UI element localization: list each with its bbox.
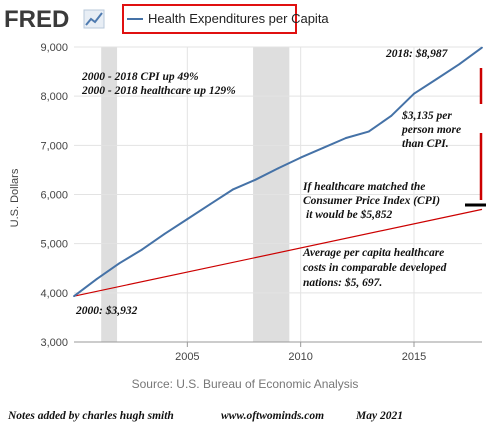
y-tick-label: 7,000 — [40, 140, 68, 152]
x-tick-label: 2005 — [175, 351, 199, 363]
y-tick-label: 4,000 — [40, 288, 68, 300]
data-point — [186, 218, 189, 220]
y-tick-label: 9,000 — [40, 42, 68, 54]
cpi-match-line1: If healthcare matched the — [302, 181, 425, 193]
data-point — [345, 137, 347, 139]
annotations: 2000 - 2018 CPI up 49% 2000 - 2018 healt… — [75, 47, 461, 317]
diff-note-line3: than CPI. — [402, 138, 449, 150]
diff-note-line1: $3,135 per — [401, 109, 452, 122]
footer: Notes added by charles hugh smith www.of… — [7, 410, 403, 422]
footer-site: www.oftwominds.com — [221, 410, 324, 422]
start-value-label: 2000: $3,932 — [75, 304, 138, 317]
data-point — [95, 278, 98, 280]
data-point — [209, 203, 211, 206]
y-axis-label: U.S. Dollars — [9, 168, 21, 227]
plot-area: 3,000 4,000 5,000 6,000 7,000 8,000 9,000 2005… — [40, 42, 483, 363]
data-point — [254, 178, 257, 181]
header: FRED Health Expenditures per Capita — [4, 4, 329, 34]
data-point — [73, 295, 75, 298]
y-tick-label: 5,000 — [40, 239, 68, 251]
cpi-note-line1: 2000 - 2018 CPI up 49% — [81, 71, 199, 83]
x-tick-label: 2010 — [288, 351, 312, 363]
avg-note-line3: nations: $5, 697. — [303, 276, 382, 289]
cpi-match-line3: it would be $5,852 — [306, 208, 393, 221]
data-point — [458, 63, 461, 66]
avg-note-line2: costs in comparable developed — [303, 262, 447, 274]
cpi-match-line2: Consumer Price Index (CPI) — [303, 195, 440, 207]
series-layer — [73, 46, 483, 298]
y-axis-ticks: 3,000 4,000 5,000 6,000 7,000 8,000 9,000 — [40, 42, 68, 349]
legend-box — [122, 4, 297, 34]
data-point — [118, 262, 121, 265]
x-axis-ticks: 2005 2010 2015 — [175, 342, 426, 363]
legend-label: Health Expenditures per Capita — [148, 11, 329, 26]
annotation-lines — [73, 208, 483, 297]
fred-logo: FRED — [4, 6, 69, 33]
cpi-note-line2: 2000 - 2018 healthcare up 129% — [81, 85, 236, 97]
peak-value-label: 2018: $8,987 — [385, 47, 449, 60]
data-point — [299, 156, 302, 159]
data-point — [435, 78, 438, 80]
data-point — [481, 46, 483, 49]
fred-logo-icon — [83, 9, 105, 29]
data-point — [413, 92, 415, 95]
y-tick-label: 3,000 — [40, 337, 68, 349]
data-point — [141, 248, 143, 251]
data-point — [322, 146, 325, 149]
comparison-trend-line — [73, 208, 483, 297]
diff-note-line2: person more — [401, 124, 461, 136]
footer-notes: Notes added by charles hugh smith — [7, 410, 174, 422]
annotation-markers — [465, 68, 486, 207]
data-point — [390, 114, 393, 117]
y-tick-label: 6,000 — [40, 190, 68, 202]
data-point — [231, 188, 234, 191]
data-point — [367, 130, 370, 133]
footer-date: May 2021 — [355, 410, 403, 422]
data-point — [277, 167, 279, 170]
y-tick-label: 8,000 — [40, 91, 68, 103]
data-point — [163, 232, 166, 235]
avg-note-line1: Average per capita healthcare — [302, 247, 444, 259]
x-tick-label: 2015 — [402, 351, 426, 363]
source-note: Source: U.S. Bureau of Economic Analysis — [132, 377, 359, 391]
